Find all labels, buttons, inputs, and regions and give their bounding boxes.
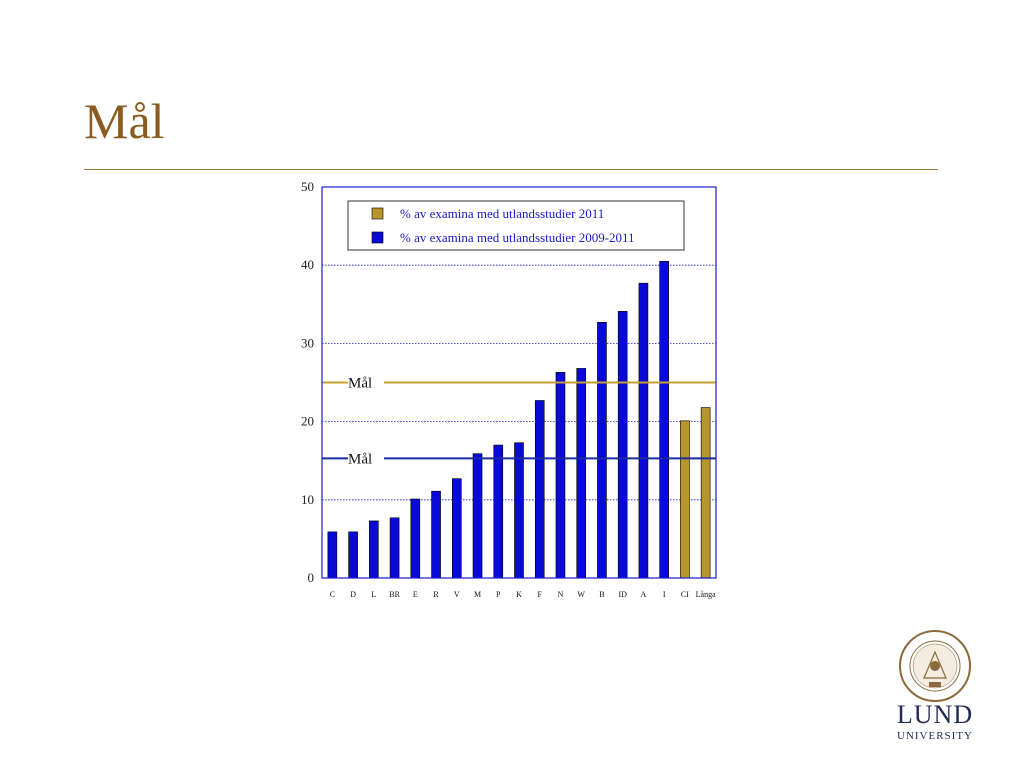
bar [410,498,421,579]
bar [534,400,545,579]
reference-lines: Mål Mål [322,376,716,467]
reference-line-label: Mål [348,376,372,392]
reference-line-label: Mål [348,451,372,467]
x-tick-label: F [538,590,543,599]
bar [389,517,400,579]
bar [555,372,566,579]
x-tick-label: E [413,590,418,599]
y-tick-label: 10 [301,492,314,507]
x-tick-label: C [330,590,335,599]
title-divider [84,169,938,170]
x-tick-label: Långa [696,590,716,599]
bar [472,453,483,579]
x-tick-label: N [558,590,564,599]
bar [680,420,690,579]
bar [451,478,462,579]
plot-frame [321,186,717,579]
y-tick-label: 0 [308,570,315,585]
y-axis-ticks: 0 10 20 30 40 50 [301,179,314,585]
legend-label: % av examina med utlandsstudier 2009-201… [400,230,635,245]
x-tick-label: BR [389,590,400,599]
x-tick-label: D [350,590,356,599]
legend: % av examina med utlandsstudier 2011 % av… [347,200,685,251]
lund-university-logo: LUND UNIVERSITY [888,630,982,748]
x-tick-label: M [474,590,481,599]
x-tick-label: W [577,590,585,599]
x-axis-labels: C D L BR E R V M P K F N W B ID A I CI Långa [330,590,716,599]
x-tick-label: A [641,590,647,599]
legend-swatch [371,231,384,244]
y-tick-label: 30 [301,335,314,350]
x-tick-label: P [496,590,501,599]
bar [327,531,338,579]
bar [700,407,711,579]
legend-label: % av examina med utlandsstudier 2011 [400,206,604,221]
bar [597,321,607,579]
slide-title: Mål [84,93,165,149]
university-seal-icon [899,630,971,702]
y-tick-label: 20 [301,414,314,429]
bar [576,368,587,579]
bar [493,444,504,579]
legend-box [347,200,685,251]
bar [431,490,441,579]
bar [659,260,669,579]
bar [617,311,628,579]
x-tick-label: L [371,590,376,599]
bar [348,531,358,579]
legend-swatch [371,207,384,220]
y-tick-label: 40 [301,257,314,272]
y-tick-label: 50 [301,179,314,194]
bar [369,520,379,579]
grid-lines [322,264,716,501]
bar [638,282,649,579]
x-tick-label: CI [681,590,689,599]
x-tick-label: ID [618,590,627,599]
x-tick-label: K [516,590,522,599]
logo-wordmark: LUND [896,700,974,729]
x-tick-label: V [454,590,460,599]
bar [514,442,524,579]
x-tick-label: B [599,590,604,599]
logo-subtitle: UNIVERSITY [897,730,973,742]
x-tick-label: R [433,590,439,599]
x-tick-label: I [663,590,666,599]
bars [327,260,711,579]
